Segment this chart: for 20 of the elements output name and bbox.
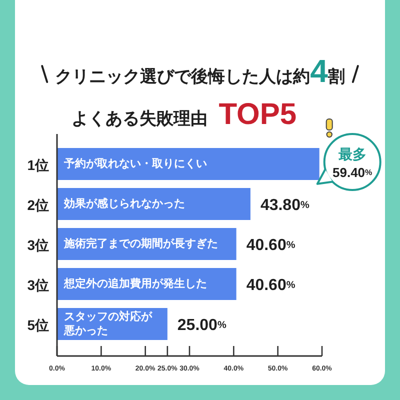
data-label: 40.60% [246, 236, 296, 254]
data-label: 40.60% [246, 276, 296, 294]
y-tick-label: 予約が取れない・取りにくい [63, 157, 207, 170]
annotation: 最多 [337, 146, 366, 162]
data-label: 43.80% [260, 196, 310, 214]
text: 3位 [27, 237, 49, 253]
y-tick-label: 効果が感じられなかった [63, 197, 185, 210]
bar [57, 148, 320, 180]
data-label: 59.40% [332, 164, 372, 180]
chart-subtitle: よくある失敗理由 TOP5 [71, 98, 297, 131]
data-label: 25.00% [177, 316, 226, 334]
text: 3位 [27, 277, 49, 293]
text: 2位 [27, 197, 49, 213]
y-tick-label: 施術完了までの期間が長すぎた [63, 237, 218, 250]
bar [57, 188, 250, 220]
y-tick-label: 想定外の追加費用が発生した [63, 277, 207, 290]
text: 1位 [27, 157, 49, 173]
chart-title: クリニック選びで後悔した人は約4割 [55, 53, 345, 89]
text: 5位 [27, 317, 49, 333]
y-tick-label: スタッフの対応が悪かった [63, 310, 153, 337]
